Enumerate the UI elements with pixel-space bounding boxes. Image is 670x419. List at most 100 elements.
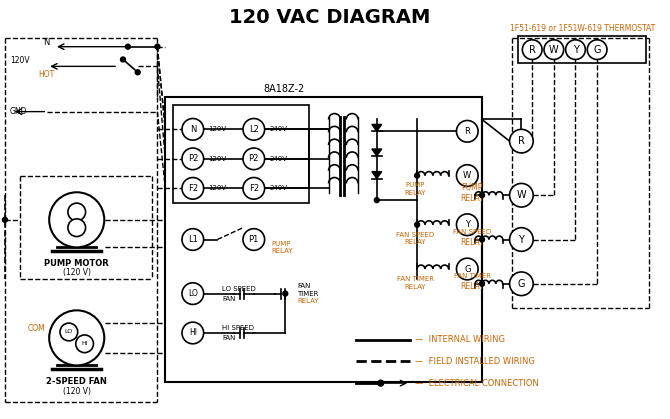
Polygon shape	[372, 124, 382, 131]
Text: Y: Y	[465, 220, 470, 229]
Circle shape	[182, 322, 204, 344]
Text: L2: L2	[249, 125, 259, 134]
Text: RELAY: RELAY	[460, 194, 484, 203]
Bar	[173, 105, 309, 203]
Text: LO SPEED: LO SPEED	[222, 286, 256, 292]
Circle shape	[243, 148, 265, 170]
Circle shape	[510, 228, 533, 251]
Circle shape	[283, 291, 287, 296]
Circle shape	[76, 335, 93, 353]
Text: W: W	[549, 45, 559, 54]
Text: R: R	[529, 45, 535, 54]
Circle shape	[588, 40, 607, 59]
Text: FAN: FAN	[297, 283, 310, 289]
Text: (120 V): (120 V)	[63, 386, 90, 396]
Bar	[165, 97, 482, 382]
Text: PUMP: PUMP	[462, 183, 483, 192]
Text: Y: Y	[519, 235, 525, 245]
Text: GND: GND	[10, 107, 27, 116]
Circle shape	[480, 237, 484, 242]
Circle shape	[68, 219, 86, 237]
Text: N: N	[190, 125, 196, 134]
Text: —  INTERNAL WIRING: — INTERNAL WIRING	[415, 335, 505, 344]
Text: W: W	[463, 171, 472, 180]
Text: (120 V): (120 V)	[63, 269, 90, 277]
Circle shape	[415, 222, 419, 227]
Text: RELAY: RELAY	[297, 298, 319, 305]
Circle shape	[125, 44, 131, 49]
Circle shape	[68, 203, 86, 221]
Text: G: G	[464, 264, 470, 274]
Circle shape	[378, 380, 384, 386]
Text: G: G	[594, 45, 601, 54]
Circle shape	[243, 178, 265, 199]
Circle shape	[456, 165, 478, 186]
Circle shape	[49, 310, 105, 365]
Circle shape	[510, 272, 533, 295]
Text: 2-SPEED FAN: 2-SPEED FAN	[46, 377, 107, 385]
Circle shape	[243, 229, 265, 250]
Circle shape	[480, 281, 484, 286]
Polygon shape	[372, 149, 382, 156]
Text: LO: LO	[65, 329, 73, 334]
Text: 1F51-619 or 1F51W-619 THERMOSTAT: 1F51-619 or 1F51W-619 THERMOSTAT	[510, 24, 655, 34]
Text: 240V: 240V	[269, 185, 287, 191]
Text: HI SPEED: HI SPEED	[222, 325, 255, 331]
Text: PUMP MOTOR: PUMP MOTOR	[44, 259, 109, 268]
Text: G: G	[518, 279, 525, 289]
Text: 120V: 120V	[208, 156, 226, 162]
Text: FAN TIMER: FAN TIMER	[397, 276, 433, 282]
Text: RELAY: RELAY	[404, 190, 426, 196]
Circle shape	[544, 40, 563, 59]
Text: —  FIELD INSTALLED WIRING: — FIELD INSTALLED WIRING	[415, 357, 535, 366]
Text: FAN: FAN	[222, 295, 236, 302]
Circle shape	[49, 192, 105, 247]
Text: R: R	[464, 127, 470, 136]
Circle shape	[456, 214, 478, 235]
Circle shape	[456, 121, 478, 142]
Circle shape	[565, 40, 586, 59]
Text: P2: P2	[249, 154, 259, 163]
Text: 240V: 240V	[269, 126, 287, 132]
Circle shape	[415, 173, 419, 178]
Text: RELAY: RELAY	[460, 238, 484, 247]
Text: PUMP: PUMP	[405, 182, 425, 189]
Bar	[519, 36, 647, 63]
Text: 8A18Z-2: 8A18Z-2	[264, 84, 305, 94]
Text: PUMP
RELAY: PUMP RELAY	[271, 241, 293, 254]
Text: P1: P1	[249, 235, 259, 244]
Circle shape	[182, 148, 204, 170]
Text: W: W	[517, 190, 526, 200]
Text: F2: F2	[249, 184, 259, 193]
Circle shape	[135, 70, 140, 75]
Text: LO: LO	[188, 289, 198, 298]
Text: TIMER: TIMER	[297, 291, 318, 297]
Text: COM: COM	[27, 323, 46, 333]
Text: RELAY: RELAY	[404, 284, 426, 290]
Circle shape	[182, 178, 204, 199]
Circle shape	[375, 198, 379, 203]
Circle shape	[510, 184, 533, 207]
Text: FAN TIMER: FAN TIMER	[454, 273, 490, 279]
Text: 120 VAC DIAGRAM: 120 VAC DIAGRAM	[229, 8, 430, 27]
Circle shape	[182, 229, 204, 250]
Circle shape	[3, 217, 7, 222]
Circle shape	[523, 40, 542, 59]
Text: N: N	[43, 38, 50, 47]
Text: F2: F2	[188, 184, 198, 193]
Circle shape	[480, 193, 484, 198]
Circle shape	[243, 119, 265, 140]
Text: 240V: 240V	[269, 156, 287, 162]
Circle shape	[182, 283, 204, 305]
Text: R: R	[518, 136, 525, 146]
Text: P2: P2	[188, 154, 198, 163]
Text: 120V: 120V	[208, 126, 226, 132]
Text: FAN SPEED: FAN SPEED	[396, 232, 434, 238]
Text: RELAY: RELAY	[460, 282, 484, 291]
Text: RELAY: RELAY	[404, 239, 426, 246]
Text: —  ELECTRICAL CONNECTION: — ELECTRICAL CONNECTION	[415, 379, 539, 388]
Polygon shape	[372, 172, 382, 178]
Text: FAN: FAN	[222, 335, 236, 341]
Circle shape	[155, 44, 160, 49]
Circle shape	[182, 119, 204, 140]
